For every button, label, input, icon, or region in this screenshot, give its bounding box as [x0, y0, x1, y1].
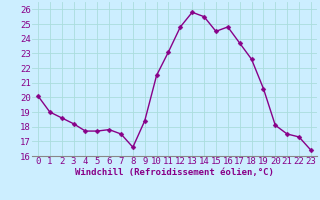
- X-axis label: Windchill (Refroidissement éolien,°C): Windchill (Refroidissement éolien,°C): [75, 168, 274, 177]
